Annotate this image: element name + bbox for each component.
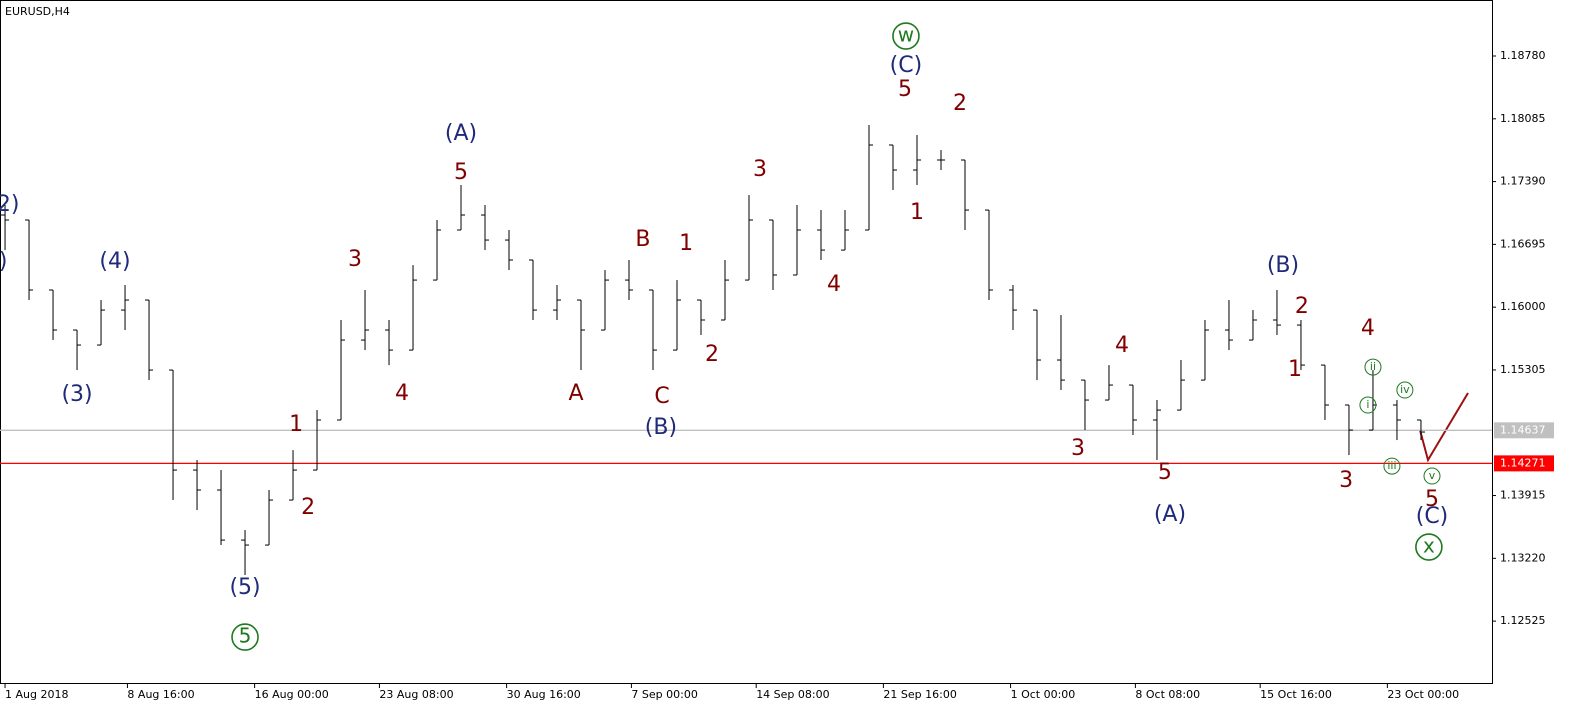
wave-label: x	[1423, 534, 1435, 558]
wave-label: 2	[1295, 294, 1309, 319]
wave-label: (A)	[445, 121, 477, 146]
x-tick-label: 1 Aug 2018	[5, 688, 68, 701]
x-tick-label: 23 Oct 00:00	[1387, 688, 1459, 701]
wave-circle	[231, 623, 259, 651]
x-tick-label: 14 Sep 08:00	[756, 688, 829, 701]
wave-circle	[1415, 533, 1443, 561]
wave-label: 5	[1158, 460, 1172, 485]
y-tick-label: 1.13220	[1500, 551, 1546, 564]
wave-label: 4	[1361, 316, 1375, 341]
wave-label: 3	[1071, 436, 1085, 461]
x-tick-label: 7 Sep 00:00	[631, 688, 697, 701]
plot-frame	[0, 0, 1493, 684]
wave-circle	[1423, 467, 1441, 485]
price-label: 1.14637	[1500, 423, 1546, 436]
wave-circle	[1364, 358, 1382, 376]
wave-label: (B)	[1267, 253, 1299, 278]
price-label: 1.14271	[1500, 456, 1546, 469]
wave-label: (A)	[1154, 502, 1186, 527]
y-tick-label: 1.15305	[1500, 363, 1546, 376]
wave-label: 3	[348, 247, 362, 272]
wave-label: ii	[1370, 360, 1376, 373]
wave-circle	[892, 22, 920, 50]
wave-label: A	[568, 381, 583, 406]
y-tick-label: 1.18085	[1500, 112, 1546, 125]
wave-label: 4	[827, 272, 841, 297]
wave-label: 2	[953, 91, 967, 116]
x-tick-label: 21 Sep 16:00	[883, 688, 956, 701]
x-tick-label: 23 Aug 08:00	[379, 688, 453, 701]
wave-label: v	[1429, 469, 1436, 482]
wave-label: 3	[1339, 468, 1353, 493]
wave-label: 1	[289, 412, 303, 437]
wave-label: C	[654, 384, 669, 409]
wave-label: (5)	[229, 575, 260, 600]
wave-label: 1	[1288, 357, 1302, 382]
wave-circle	[1396, 381, 1414, 399]
y-tick-label: 1.16695	[1500, 237, 1546, 250]
x-tick-label: 8 Aug 16:00	[127, 688, 194, 701]
wave-label: 2	[301, 495, 315, 520]
wave-label: 1	[679, 231, 693, 256]
forecast-path	[1419, 392, 1469, 463]
y-tick-label: 1.18780	[1500, 49, 1546, 62]
wave-label: )	[0, 249, 7, 274]
x-tick-label: 8 Oct 08:00	[1135, 688, 1200, 701]
wave-label: (C)	[890, 53, 923, 78]
x-tick-label: 15 Oct 16:00	[1260, 688, 1332, 701]
wave-label: 2)	[0, 192, 19, 217]
chart-title: EURUSD,H4	[5, 5, 70, 18]
price-label-box	[1494, 422, 1554, 439]
wave-label: 4	[1115, 333, 1129, 358]
wave-label: 5	[898, 77, 912, 102]
wave-label: 2	[705, 342, 719, 367]
wave-circle	[1383, 457, 1401, 475]
x-tick-label: 1 Oct 00:00	[1011, 688, 1076, 701]
price-label-box	[1494, 455, 1554, 472]
wave-label: (C)	[1416, 504, 1449, 529]
wave-label: 1	[910, 200, 924, 225]
wave-circle	[1359, 396, 1377, 414]
wave-label: i	[1366, 398, 1369, 411]
y-tick-label: 1.16000	[1500, 300, 1546, 313]
y-tick-label: 1.17390	[1500, 175, 1546, 188]
wave-label: 5	[1425, 487, 1439, 512]
x-tick-label: 30 Aug 16:00	[507, 688, 581, 701]
wave-label: w	[898, 23, 914, 47]
wave-label: (4)	[99, 249, 130, 274]
wave-label: (B)	[645, 415, 677, 440]
wave-label: iv	[1400, 383, 1410, 396]
wave-label: iii	[1387, 459, 1396, 472]
wave-label: (3)	[61, 382, 92, 407]
wave-label: 5	[454, 160, 468, 185]
y-tick-label: 1.12525	[1500, 614, 1546, 627]
y-tick-label: 1.13915	[1500, 489, 1546, 502]
wave-label: B	[635, 227, 650, 252]
wave-label: 4	[395, 381, 409, 406]
wave-label: 3	[753, 157, 767, 182]
wave-label: 5	[239, 624, 252, 648]
x-tick-label: 16 Aug 00:00	[255, 688, 329, 701]
